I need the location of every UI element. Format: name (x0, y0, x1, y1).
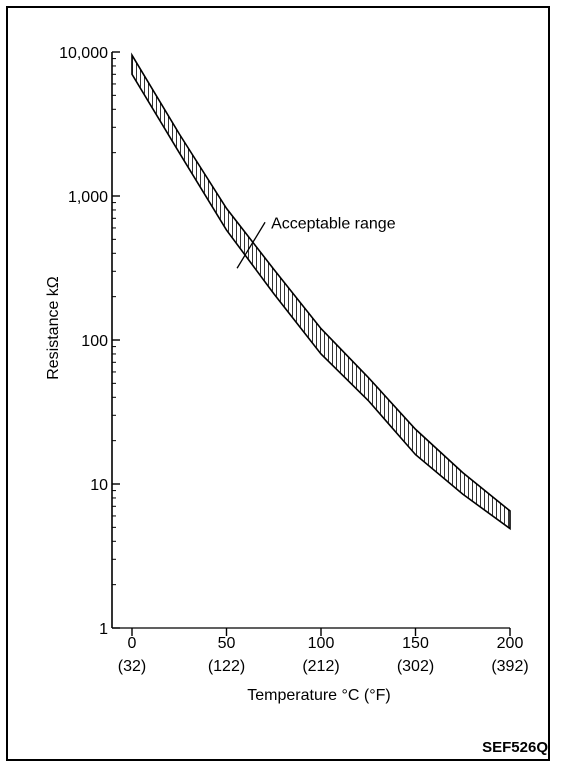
x-tick-label-f: (122) (208, 658, 245, 675)
figure-frame (6, 6, 550, 761)
x-tick-label-c: 150 (402, 635, 429, 652)
x-tick-label-f: (302) (397, 658, 434, 675)
y-tick-label: 10 (90, 477, 108, 494)
x-tick-label-c: 100 (308, 635, 335, 652)
x-tick-label-f: (392) (491, 658, 528, 675)
annotation-leader (236, 221, 266, 269)
x-axis-title: Temperature °C (°F) (247, 687, 391, 704)
x-tick-label-c: 0 (128, 635, 137, 652)
y-tick-label: 1 (99, 621, 108, 638)
x-tick-label-c: 200 (497, 635, 524, 652)
acceptable-range-band (131, 52, 511, 531)
x-tick-label-f: (212) (302, 658, 339, 675)
y-tick-label: 10,000 (59, 45, 108, 62)
figure-code: SEF526Q (482, 739, 548, 756)
x-tick-label-f: (32) (118, 658, 146, 675)
annotation-label: Acceptable range (271, 215, 396, 232)
y-tick-label: 100 (81, 333, 108, 350)
y-tick-label: 1,000 (68, 189, 108, 206)
x-tick-label-c: 50 (218, 635, 236, 652)
y-axis-title: Resistance kΩ (45, 276, 62, 380)
